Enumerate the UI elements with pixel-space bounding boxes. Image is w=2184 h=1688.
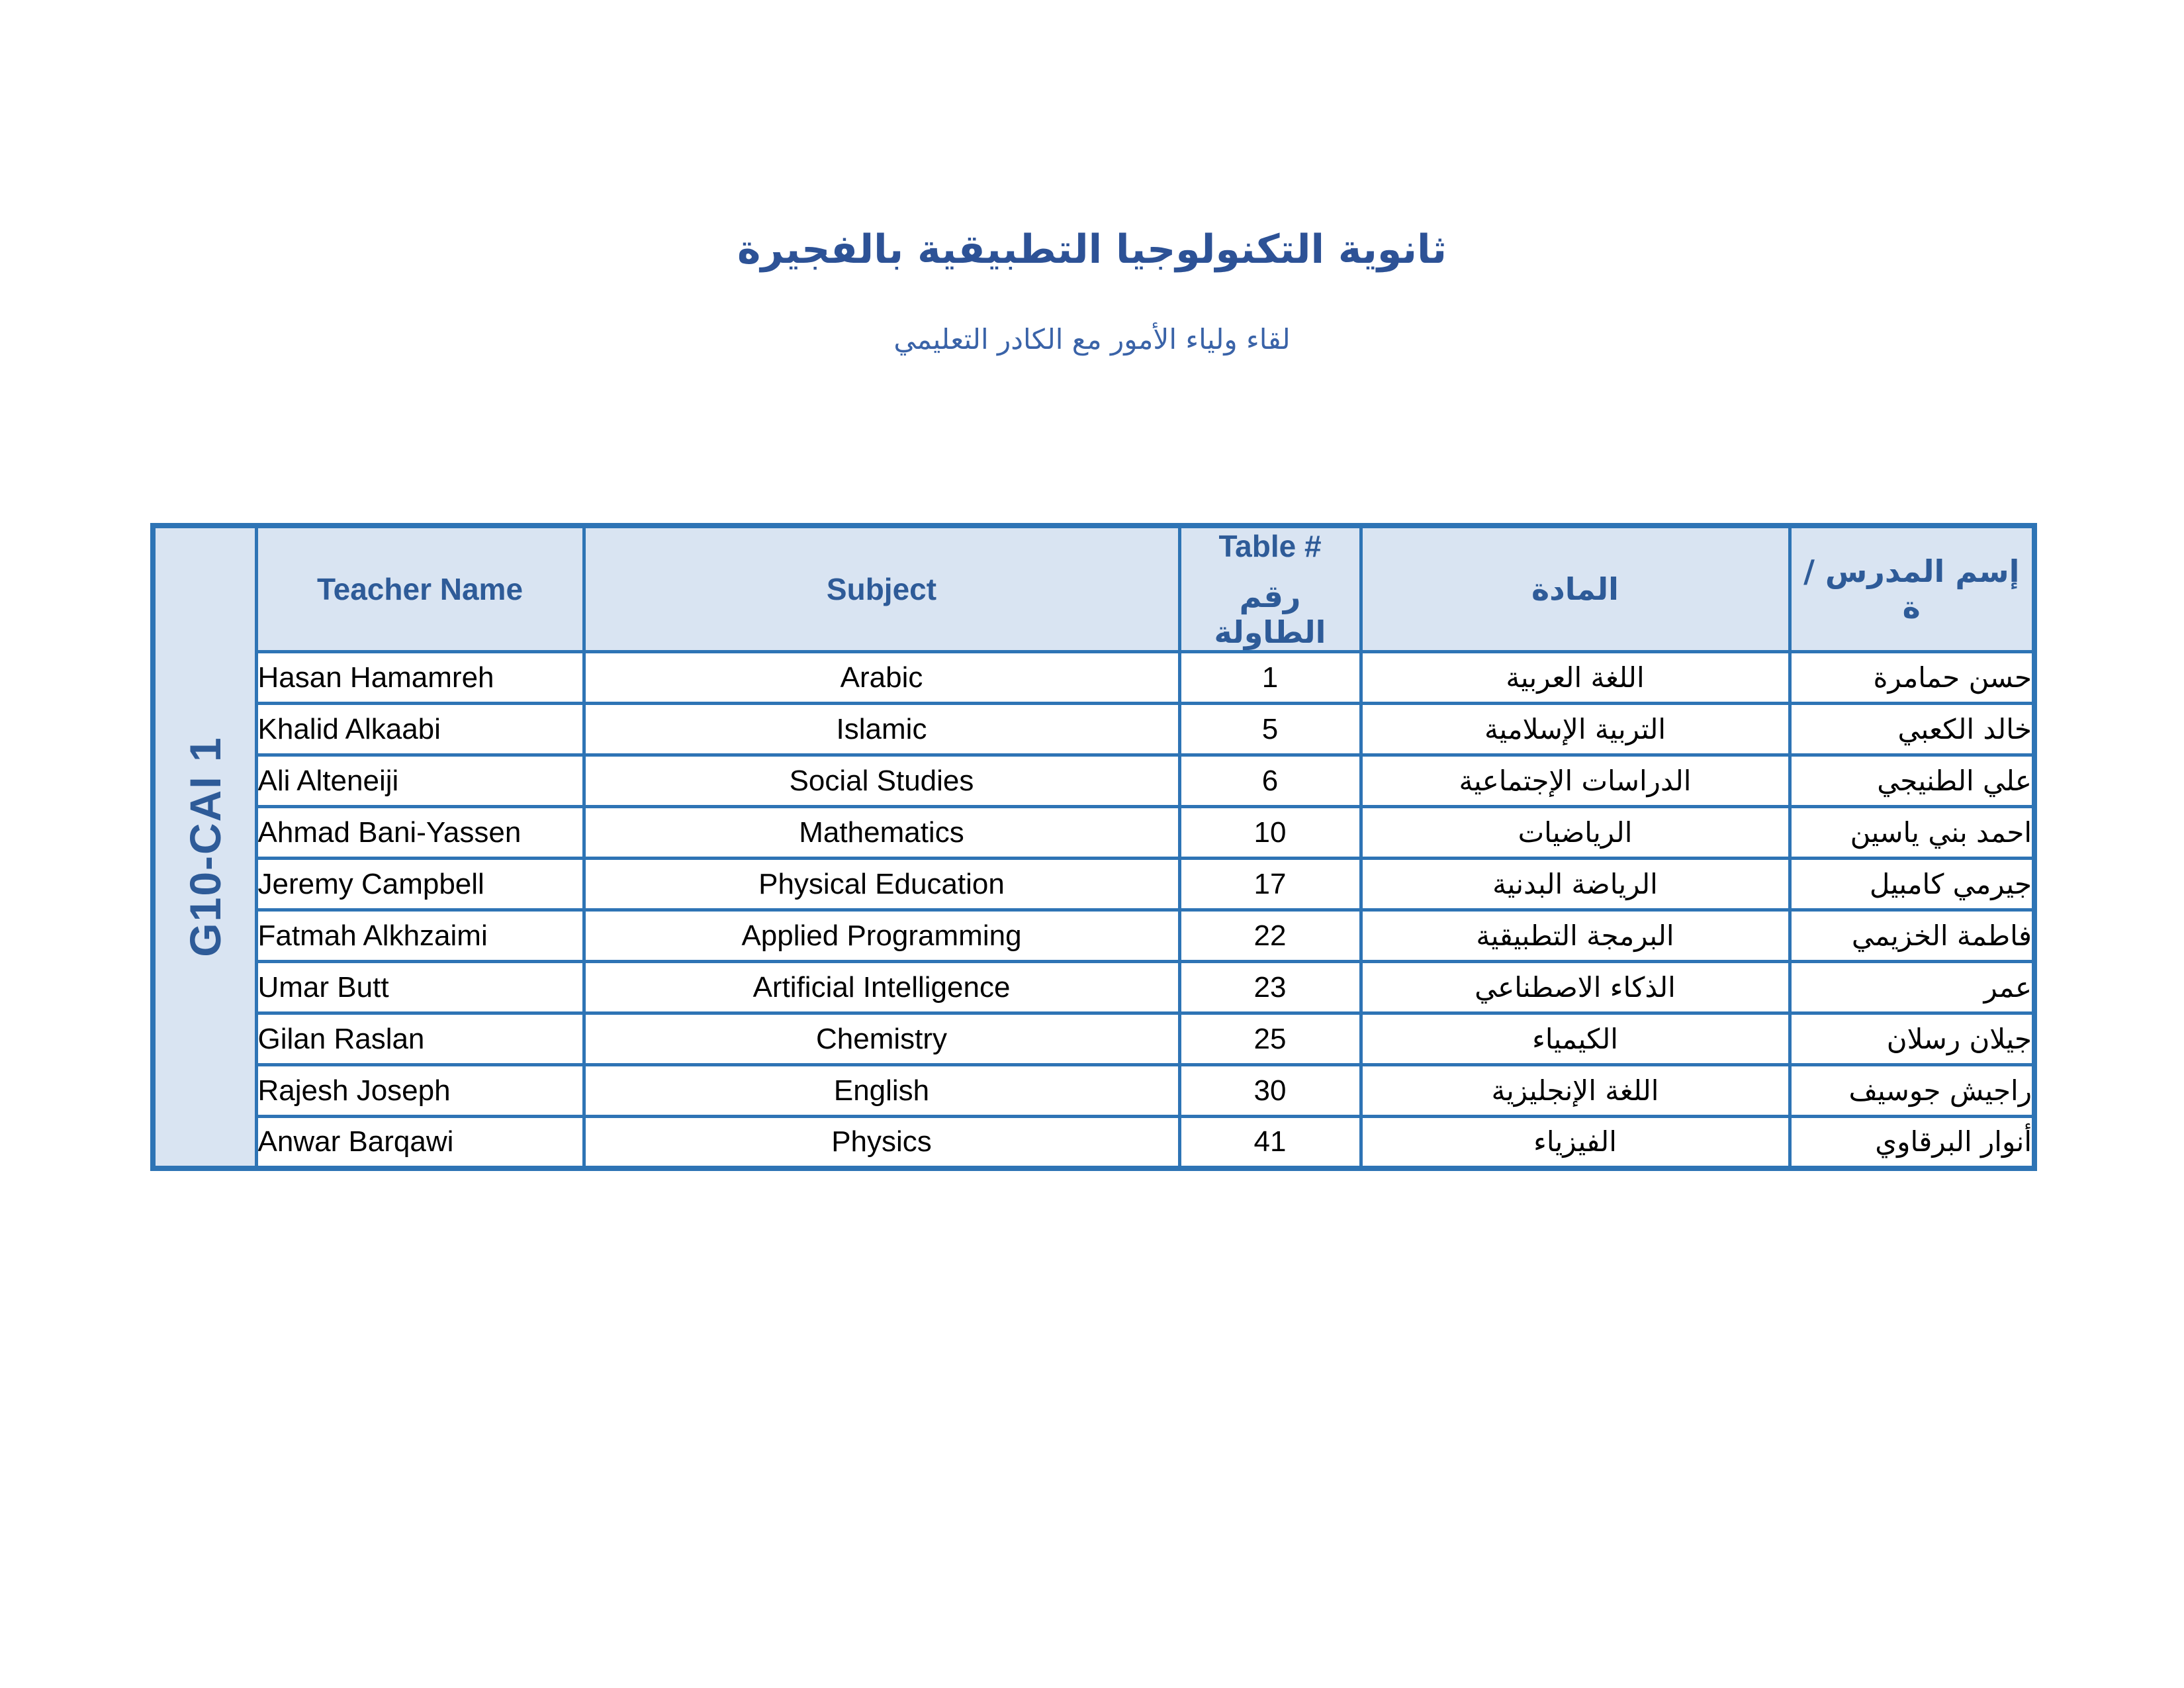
table-number-cell: 41 <box>1177 1115 1363 1170</box>
teacher-name-en-cell: Gilan Raslan <box>254 1011 586 1066</box>
schedule-table-body: G10-CAI 1 Teacher Name Subject Table # ر… <box>151 524 2036 1170</box>
teacher-name-ar-cell: حسن حمامرة <box>1788 650 2036 705</box>
subject-en-cell: Mathematics <box>582 805 1181 860</box>
subject-ar-cell: اللغة العربية <box>1359 650 1792 705</box>
table-number-cell: 17 <box>1177 857 1363 912</box>
schedule-table: G10-CAI 1 Teacher Name Subject Table # ر… <box>150 523 2037 1171</box>
table-row: Jeremy Campbell Physical Education 17 ال… <box>153 857 2036 912</box>
table-header-row: G10-CAI 1 Teacher Name Subject Table # ر… <box>151 524 2036 1170</box>
column-header-table-number: Table # رقم الطاولة <box>1177 524 1363 653</box>
subject-ar-cell: الرياضة البدنية <box>1359 857 1792 912</box>
subject-en-cell: Physics <box>582 1115 1181 1170</box>
page-title: ثانوية التكنولوجيا التطبيقية بالفجيرة <box>737 226 1447 273</box>
subject-ar-cell: الدراسات الإجتماعية <box>1359 753 1792 808</box>
table-row: Hasan Hamamreh Arabic 1 اللغة العربية حس… <box>153 650 2036 705</box>
schedule-table-container: G10-CAI 1 Teacher Name Subject Table # ر… <box>150 523 2037 1171</box>
column-header-subject-ar: المادة <box>1359 524 1792 653</box>
table-number-cell: 6 <box>1177 753 1363 808</box>
subject-en-cell: Physical Education <box>582 857 1181 912</box>
table-row: Ahmad Bani-Yassen Mathematics 10 الرياضي… <box>153 805 2036 860</box>
subject-en-cell: Social Studies <box>582 753 1181 808</box>
teacher-name-ar-cell: خالد الكعبي <box>1788 702 2036 757</box>
subject-ar-cell: التربية الإسلامية <box>1359 702 1792 757</box>
table-row: Gilan Raslan Chemistry 25 الكيمياء جيلان… <box>153 1011 2036 1066</box>
teacher-name-en-cell: Umar Butt <box>254 960 586 1015</box>
subject-en-cell: Chemistry <box>582 1011 1181 1066</box>
class-group-label: G10-CAI 1 <box>180 736 230 957</box>
table-number-cell: 23 <box>1177 960 1363 1015</box>
teacher-name-ar-cell: عمر <box>1788 960 2036 1015</box>
teacher-name-en-cell: Hasan Hamamreh <box>254 650 586 705</box>
teacher-name-ar-cell: علي الطنيجي <box>1788 753 2036 808</box>
table-number-cell: 5 <box>1177 702 1363 757</box>
subject-en-cell: Artificial Intelligence <box>582 960 1181 1015</box>
teacher-name-ar-cell: أنوار البرقاوي <box>1788 1115 2036 1170</box>
subject-en-cell: Applied Programming <box>582 908 1181 963</box>
teacher-name-en-cell: Khalid Alkaabi <box>254 702 586 757</box>
subject-ar-cell: الكيمياء <box>1359 1011 1792 1066</box>
subject-ar-cell: البرمجة التطبيقية <box>1359 908 1792 963</box>
column-header-table-number-en: Table # <box>1218 529 1322 563</box>
column-header-teacher-name-en: Teacher Name <box>254 524 586 653</box>
table-row: Ali Alteneiji Social Studies 6 الدراسات … <box>153 753 2036 808</box>
table-number-cell: 25 <box>1177 1011 1363 1066</box>
teacher-name-ar-cell: راجيش جوسيف <box>1788 1063 2036 1118</box>
teacher-name-en-cell: Ali Alteneiji <box>254 753 586 808</box>
subject-ar-cell: اللغة الإنجليزية <box>1359 1063 1792 1118</box>
column-header-table-number-ar: رقم الطاولة <box>1214 579 1326 650</box>
teacher-name-en-cell: Rajesh Joseph <box>254 1063 586 1118</box>
column-header-subject-en: Subject <box>582 524 1181 653</box>
table-row: Khalid Alkaabi Islamic 5 التربية الإسلام… <box>153 702 2036 757</box>
teacher-name-ar-cell: جيلان رسلان <box>1788 1011 2036 1066</box>
subject-en-cell: English <box>582 1063 1181 1118</box>
teacher-name-ar-cell: احمد بني ياسين <box>1788 805 2036 860</box>
table-number-cell: 1 <box>1177 650 1363 705</box>
subject-en-cell: Arabic <box>582 650 1181 705</box>
subject-ar-cell: الذكاء الاصطناعي <box>1359 960 1792 1015</box>
teacher-name-en-cell: Ahmad Bani-Yassen <box>254 805 586 860</box>
subject-ar-cell: الفيزياء <box>1359 1115 1792 1170</box>
table-row: Umar Butt Artificial Intelligence 23 الذ… <box>153 960 2036 1015</box>
teacher-name-ar-cell: جيرمي كامبيل <box>1788 857 2036 912</box>
table-row: Anwar Barqawi Physics 41 الفيزياء أنوار … <box>153 1115 2036 1170</box>
subject-en-cell: Islamic <box>582 702 1181 757</box>
teacher-name-en-cell: Anwar Barqawi <box>254 1115 586 1170</box>
page-subtitle: لقاء ولياء الأمور مع الكادر التعليمي <box>893 323 1291 355</box>
class-group-sidebar: G10-CAI 1 <box>151 524 258 1170</box>
table-row: Fatmah Alkhzaimi Applied Programming 22 … <box>153 908 2036 963</box>
table-number-cell: 22 <box>1177 908 1363 963</box>
teacher-name-ar-cell: فاطمة الخزيمي <box>1788 908 2036 963</box>
subject-ar-cell: الرياضيات <box>1359 805 1792 860</box>
teacher-name-en-cell: Fatmah Alkhzaimi <box>254 908 586 963</box>
column-header-teacher-name-ar: إسم المدرس / ة <box>1788 524 2036 653</box>
teacher-name-en-cell: Jeremy Campbell <box>254 857 586 912</box>
table-row: Rajesh Joseph English 30 اللغة الإنجليزي… <box>153 1063 2036 1118</box>
table-number-cell: 10 <box>1177 805 1363 860</box>
table-number-cell: 30 <box>1177 1063 1363 1118</box>
